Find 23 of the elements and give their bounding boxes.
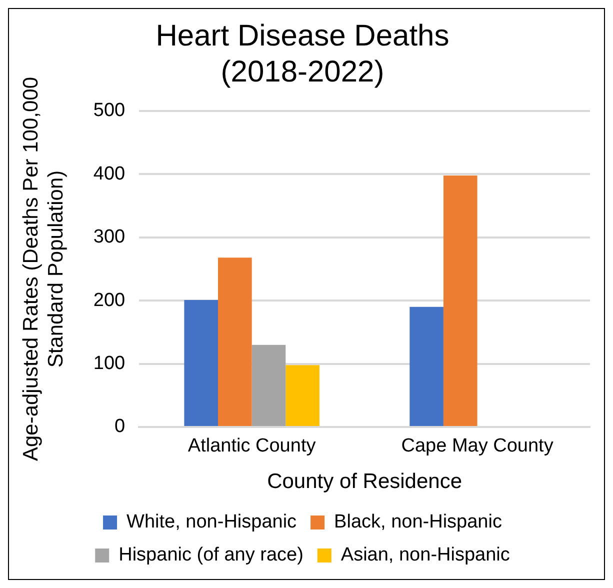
x-tick-label: Cape May County	[401, 436, 554, 457]
bar	[443, 175, 478, 426]
y-tick-label: 100	[93, 353, 126, 374]
text: Heart Disease Deaths	[156, 19, 450, 52]
y-tick-label: 300	[93, 226, 126, 248]
bar	[218, 258, 252, 426]
legend-label: Hispanic (of any race)	[118, 544, 304, 566]
y-tick-label: 0	[114, 416, 126, 438]
text: (2018-2022)	[220, 55, 384, 88]
y-tick-label: 500	[93, 100, 126, 122]
legend-label: Black, non-Hispanic	[334, 512, 502, 533]
text: Age-adjusted Rates (Deaths Per 100,000	[19, 76, 42, 462]
bar	[410, 306, 444, 426]
bar	[252, 344, 286, 426]
bar	[286, 365, 320, 426]
text: Standard Population)	[44, 170, 68, 368]
x-tick-label: Atlantic County	[188, 436, 316, 457]
legend-label: White, non-Hispanic	[126, 512, 297, 533]
x-axis-title: County of Residence	[267, 470, 462, 494]
y-tick-label: 400	[93, 163, 126, 184]
legend-label: Asian, non-Hispanic	[340, 544, 510, 566]
y-tick-label: 200	[93, 290, 126, 311]
bar	[184, 300, 218, 426]
